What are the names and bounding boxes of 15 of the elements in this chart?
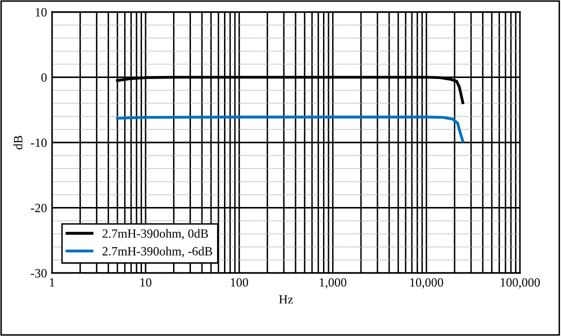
x-tick-label: 10: [140, 278, 152, 287]
y-axis-title: dB: [14, 136, 22, 150]
y-tick-label: 10: [36, 8, 47, 16]
y-tick-label: -10: [30, 138, 47, 147]
x-tick-label: 1,000: [320, 278, 346, 288]
x-tick-label: 100,000: [500, 278, 540, 288]
x-axis-title: Hz: [279, 295, 293, 304]
y-tick-label: 0: [41, 73, 47, 82]
x-tick-label: 10,000: [410, 278, 444, 288]
y-tick-label: -30: [30, 269, 47, 278]
x-tick-label: 1: [50, 278, 54, 287]
y-tick-label: -20: [30, 204, 47, 212]
legend-label: 2.7mH-390ohm, 0dB: [102, 229, 208, 240]
legend-label: 2.7mH-390ohm, -6dB: [102, 246, 212, 258]
x-tick-label: 100: [230, 278, 248, 287]
